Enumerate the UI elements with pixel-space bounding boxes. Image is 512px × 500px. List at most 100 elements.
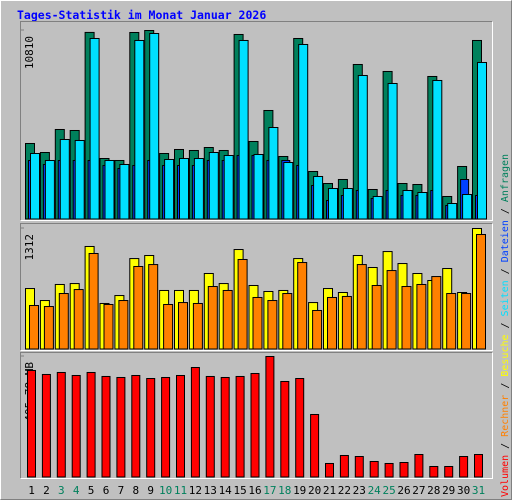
legend-separator: /: [500, 322, 511, 328]
bar: [178, 302, 188, 350]
bar: [101, 375, 111, 478]
x-tick-label: 26: [397, 484, 410, 497]
bar: [134, 39, 145, 220]
bar: [74, 139, 85, 220]
panel-edge: [20, 352, 493, 479]
x-tick-label: 8: [132, 484, 139, 497]
bar: [190, 366, 200, 478]
bar: [44, 159, 55, 220]
bar: [444, 465, 454, 478]
bar: [146, 378, 156, 478]
legend: Volumen / Rechner / Besuche / Seiten / Dateien / A…: [500, 154, 511, 497]
x-tick-label: 17: [263, 484, 276, 497]
bar: [384, 462, 394, 478]
y-tick-label: 1312: [23, 234, 36, 261]
bar: [476, 233, 486, 350]
bar: [193, 157, 204, 220]
x-tick-label: 25: [382, 484, 395, 497]
bar: [161, 376, 171, 478]
legend-entry: Volumen: [500, 455, 511, 497]
bar: [339, 454, 349, 478]
bar: [327, 296, 337, 350]
y-tick-label: 10810: [23, 36, 36, 69]
bar: [297, 262, 308, 350]
panel-edge: [20, 223, 493, 351]
bar: [459, 456, 469, 478]
x-tick-label: 10: [159, 484, 172, 497]
bar: [328, 188, 338, 220]
bar: [250, 372, 260, 478]
bar: [131, 374, 141, 478]
bar: [432, 79, 443, 220]
bar: [371, 284, 382, 350]
bar: [43, 306, 54, 350]
bar: [41, 373, 51, 478]
legend-separator: /: [500, 443, 511, 449]
bar: [280, 380, 290, 478]
bar: [207, 286, 218, 350]
bar: [148, 264, 159, 350]
bar: [399, 462, 409, 478]
bar: [477, 61, 487, 220]
bar: [133, 265, 144, 350]
legend-separator: /: [500, 208, 511, 214]
bar: [298, 43, 309, 220]
x-tick-label: 30: [457, 484, 470, 497]
bar: [179, 157, 189, 220]
bar: [461, 293, 472, 350]
bar: [164, 158, 175, 220]
bar: [387, 82, 398, 220]
x-tick-label: 4: [73, 484, 80, 497]
bar: [119, 163, 130, 220]
bar: [386, 270, 397, 350]
bar: [282, 293, 293, 350]
x-tick-label: 15: [233, 484, 246, 497]
x-tick-label: 22: [338, 484, 351, 497]
bar: [312, 309, 323, 350]
bar: [446, 293, 457, 350]
bar: [222, 289, 233, 350]
x-tick-label: 18: [278, 484, 291, 497]
panel-edge: [20, 21, 493, 221]
panel-edge: [20, 352, 493, 479]
bar: [223, 154, 234, 220]
x-tick-label: 1: [28, 484, 35, 497]
bar: [88, 252, 99, 350]
bar: [342, 188, 353, 220]
x-tick-label: 21: [323, 484, 336, 497]
x-tick-label: 29: [442, 484, 455, 497]
bar: [417, 192, 428, 220]
bar: [341, 295, 352, 350]
x-tick-label: 9: [147, 484, 154, 497]
bar: [372, 195, 383, 220]
x-tick-label: 5: [88, 484, 95, 497]
chart-title: Tages-Statistik im Monat Januar 2026: [17, 8, 266, 22]
bar: [354, 456, 364, 478]
x-tick-label: 6: [103, 484, 110, 497]
bar: [220, 376, 230, 478]
bar: [103, 303, 114, 350]
legend-separator: /: [500, 268, 511, 274]
x-tick-label: 28: [427, 484, 440, 497]
bar: [268, 127, 279, 220]
x-tick-label: 13: [204, 484, 217, 497]
x-tick-label: 3: [58, 484, 65, 497]
bar: [89, 37, 100, 220]
bar: [208, 152, 219, 220]
bar: [414, 454, 424, 478]
bar: [192, 302, 203, 350]
bar: [237, 258, 248, 350]
bar: [235, 375, 245, 478]
legend-entry: Seiten: [500, 280, 511, 316]
bar: [149, 32, 160, 220]
legend-entry: Besuche: [500, 334, 511, 376]
bar: [356, 264, 367, 350]
panel-edge: [20, 223, 493, 351]
bar: [429, 465, 439, 478]
x-tick-label: 14: [219, 484, 233, 497]
bar: [325, 462, 334, 478]
bar: [357, 74, 368, 220]
legend-entry: Dateien: [500, 220, 511, 262]
bar: [118, 300, 129, 350]
